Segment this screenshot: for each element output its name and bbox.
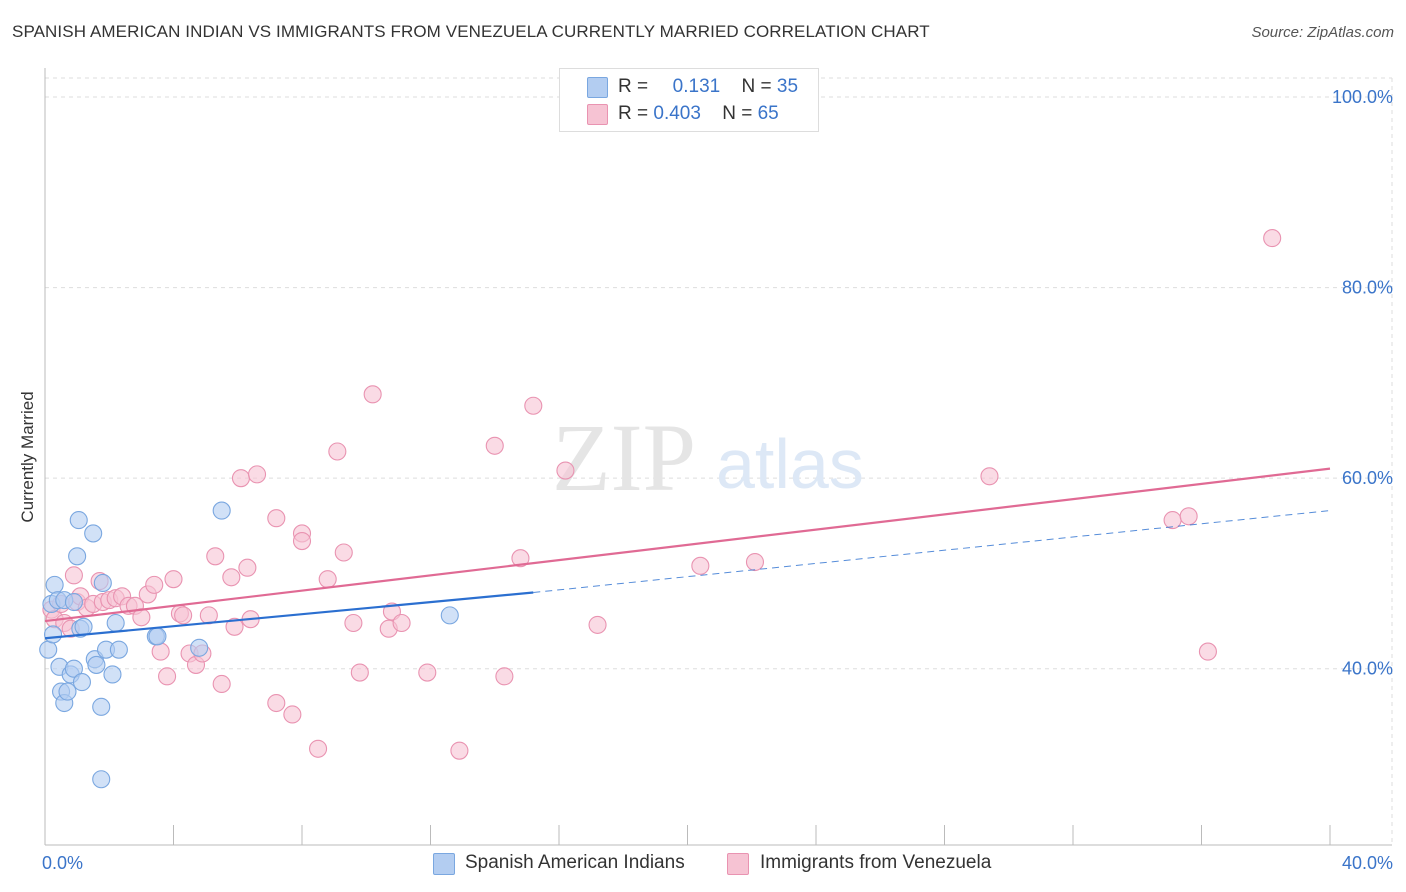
data-point [212,674,231,694]
x-tick-label: 0.0% [42,853,83,873]
data-point [106,613,125,633]
data-point [87,655,106,674]
source-credit: Source: ZipAtlas.com [1251,24,1394,41]
trend-lines [44,467,1331,640]
tick-labels: 40.0% 60.0% 80.0% 100.0% 0.0% 40.0% [42,87,1393,873]
data-point [495,667,514,686]
bottom-legend-blue: Spanish American Indians [465,852,685,873]
data-point [93,573,112,593]
y-tick-label: 80.0% [1342,278,1393,298]
legend-swatch-pink [587,104,608,125]
r-label: R = [618,103,649,124]
y-tick-label: 100.0% [1332,87,1393,107]
data-point [103,665,122,684]
data-point [222,568,241,587]
data-point [69,511,88,530]
bottom-legend-pink: Immigrants from Venezuela [760,852,992,873]
y-tick-label: 40.0% [1342,659,1393,679]
data-point [450,741,469,760]
data-point [334,543,353,562]
y-axis-label: Currently Married [18,391,37,522]
watermark-atlas: atlas [716,425,864,503]
data-point [511,549,530,568]
data-point [247,465,267,484]
data-point [392,613,411,633]
data-point [418,663,437,682]
r-value-pink: 0.403 [653,103,701,124]
data-point [109,640,128,659]
data-point [84,524,103,543]
data-point [556,461,575,480]
bottom-legend-swatch-pink [727,853,749,875]
data-point [92,697,111,716]
data-point [58,682,77,701]
n-value-blue: 35 [776,76,799,97]
data-point [174,606,193,625]
data-point [745,552,765,572]
data-point [485,436,504,455]
data-point [64,566,83,585]
data-point [524,396,543,415]
watermark-zip: ZIP [552,404,696,511]
legend-swatch-blue [587,77,608,98]
watermark: ZIP atlas [552,404,864,511]
data-point [344,613,363,633]
data-point [92,770,111,789]
data-point [45,575,64,594]
trend-line-venezuela [44,467,1331,623]
data-point [64,659,83,678]
data-point [148,627,167,646]
r-value-blue: 0.131 [672,76,721,97]
data-point [225,617,244,636]
data-point [363,385,382,404]
data-point [151,642,170,661]
chart-title: SPANISH AMERICAN INDIAN VS IMMIGRANTS FR… [12,22,930,41]
n-label: N = [722,103,753,124]
spanish-american-indian-points [39,501,459,789]
data-point [1198,642,1217,661]
correlation-legend: R = 0.131 N = 35 R = 0.403 N = 65 [559,68,819,132]
data-point [267,693,286,713]
data-point [231,469,251,488]
axes [44,68,1392,846]
data-point [1179,507,1198,526]
data-point [72,673,91,692]
data-point [158,667,177,686]
data-point [309,739,328,758]
trend-line-extension [533,510,1331,594]
data-point [190,638,209,657]
legend-row-blue: R = 0.131 N = 35 [618,76,798,98]
data-point [43,625,63,644]
trend-line-spanish-american-indian [44,591,534,640]
data-point [39,640,58,659]
data-point [980,467,999,486]
data-point [691,556,710,575]
y-tick-label: 60.0% [1342,468,1393,488]
x-tick-label: 40.0% [1342,853,1393,873]
data-point [292,532,312,551]
data-point [64,592,83,612]
r-label: R = [618,76,649,97]
data-point [283,705,302,724]
bottom-legend-swatch-blue [433,853,455,875]
data-point [212,501,231,520]
data-point [267,509,286,528]
data-point [350,663,369,682]
data-point [164,570,183,589]
n-label: N = [741,76,772,97]
data-point [440,606,459,625]
data-point [74,617,93,636]
data-point [206,547,225,566]
data-point [1263,229,1282,248]
data-point [318,570,337,589]
legend-row-pink: R = 0.403 N = 65 [618,103,779,125]
data-point [588,615,607,634]
n-value-pink: 65 [757,103,779,124]
data-point [145,575,164,594]
data-point [328,442,347,461]
data-point [238,558,257,577]
data-point [68,547,87,566]
